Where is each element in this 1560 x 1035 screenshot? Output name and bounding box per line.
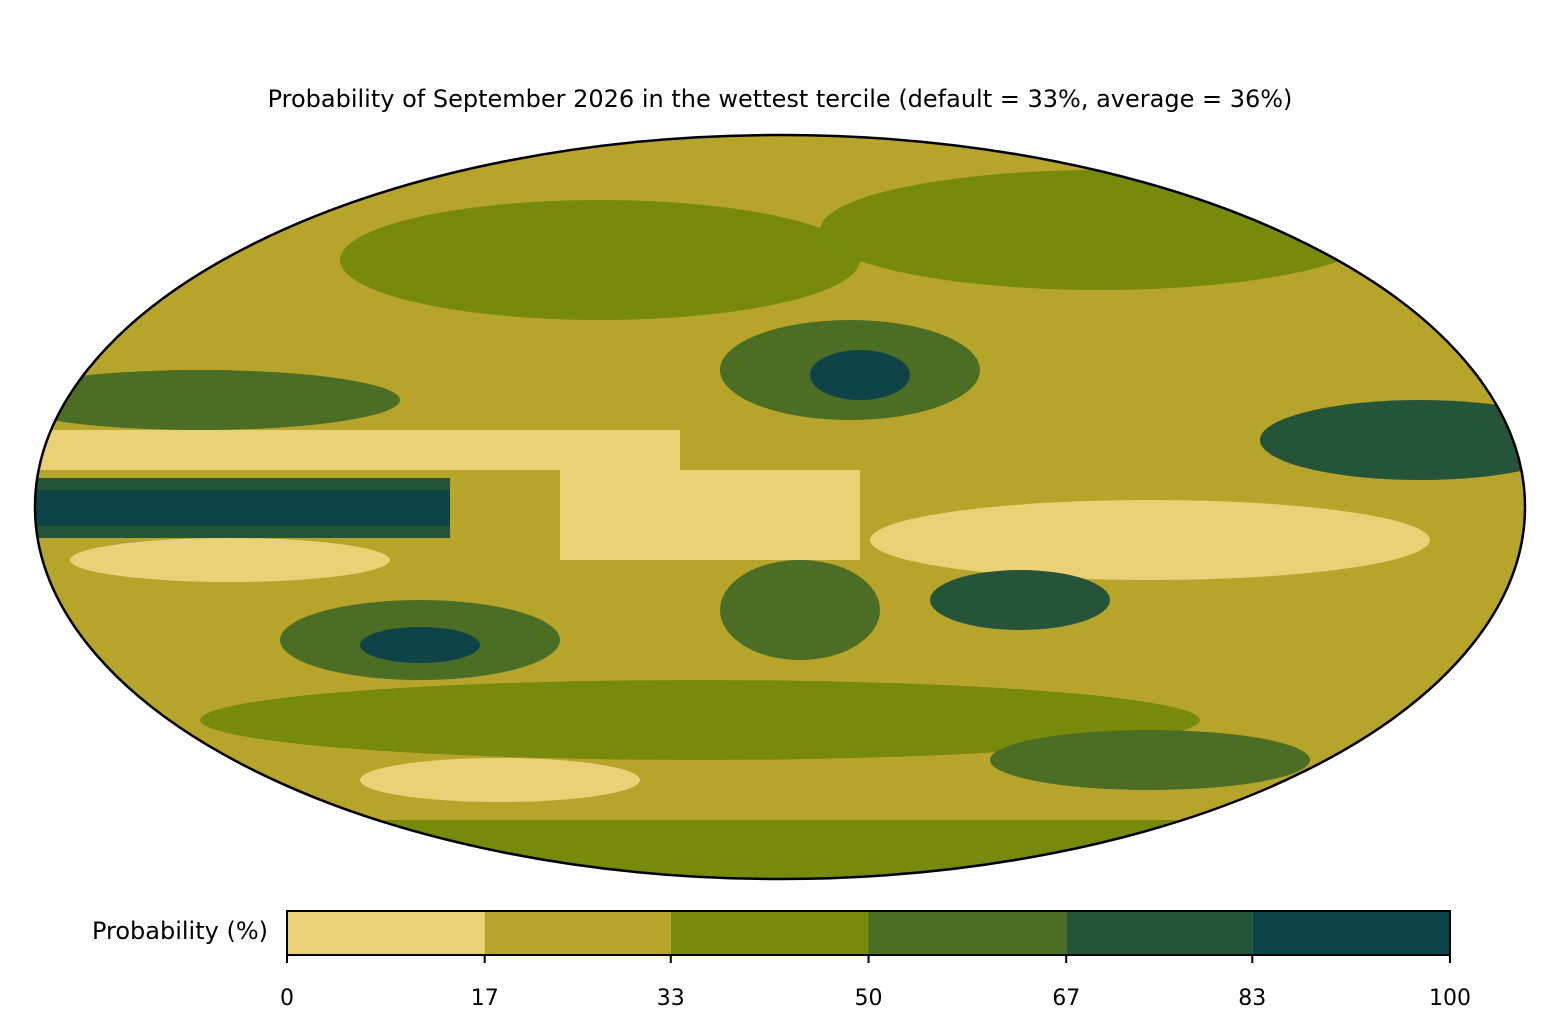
colorbar-segment xyxy=(868,911,1067,955)
colorbar-tick-label: 33 xyxy=(657,986,685,1011)
map-outline xyxy=(33,133,1527,881)
colorbar-segment xyxy=(1252,911,1450,955)
colorbar-tick-label: 50 xyxy=(855,986,883,1011)
colorbar-label: Probability (%) xyxy=(92,917,268,945)
colorbar-segment xyxy=(287,911,485,955)
colorbar-tick-label: 83 xyxy=(1238,986,1266,1011)
colorbar-tick-label: 67 xyxy=(1052,986,1080,1011)
colorbar-frame xyxy=(286,910,1451,956)
colorbar-segment xyxy=(484,911,671,955)
colorbar-tick-label: 17 xyxy=(471,986,499,1011)
colorbar-segment xyxy=(1066,911,1253,955)
colorbar-tick-label: 100 xyxy=(1429,986,1471,1011)
colorbar-segment xyxy=(670,911,869,955)
colorbar-tick-label: 0 xyxy=(280,986,294,1011)
colorbar: 0 17 33 50 67 83 100 xyxy=(280,911,1471,1011)
map-field xyxy=(35,135,1525,879)
map-title: Probability of September 2026 in the wet… xyxy=(268,85,1293,113)
